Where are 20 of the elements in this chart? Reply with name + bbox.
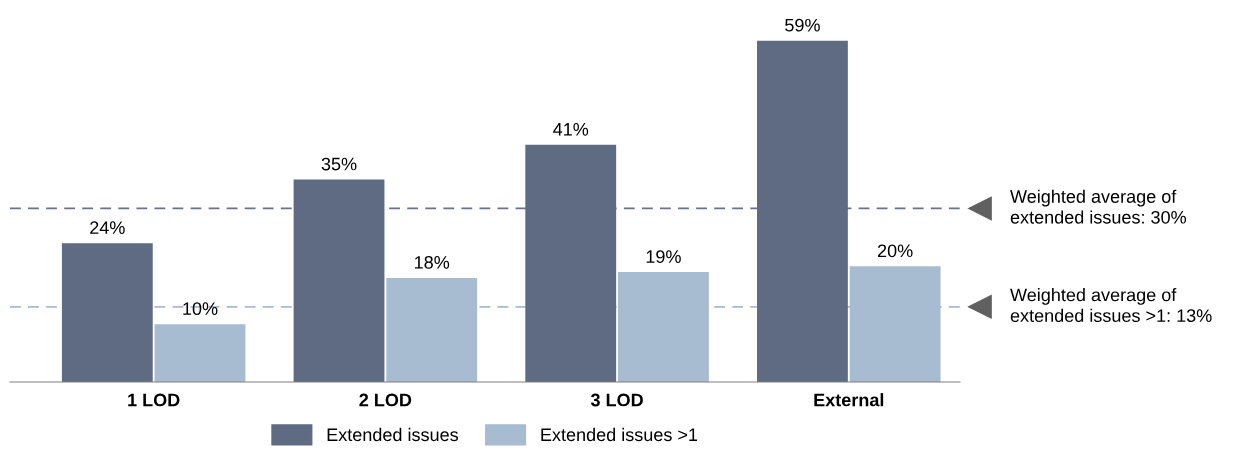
ref-line-label: Weighted average of extended issues: 30% (1010, 189, 1187, 224)
data-label: 41% (553, 123, 589, 136)
data-label: 59% (785, 18, 820, 32)
bar (386, 277, 478, 382)
x-tick-label: External (814, 393, 884, 407)
data-label: 35% (321, 157, 357, 171)
x-tick-label: 2 LOD (359, 393, 412, 407)
x-tick-label: 3 LOD (590, 393, 643, 407)
x-tick-label: 1 LOD (128, 393, 180, 407)
data-label: 24% (90, 221, 125, 234)
bar (61, 243, 153, 382)
data-label: 18% (415, 255, 450, 269)
data-label: 10% (183, 302, 218, 316)
ref-line-label: Weighted average of extended issues >1: 13% (1010, 288, 1212, 323)
bar (293, 179, 385, 382)
data-label: 19% (646, 250, 681, 263)
data-label: 20% (877, 244, 913, 258)
bar (154, 324, 246, 382)
legend-label: Extended issues (327, 427, 459, 442)
legend-label: Extended issues >1 (541, 427, 698, 442)
